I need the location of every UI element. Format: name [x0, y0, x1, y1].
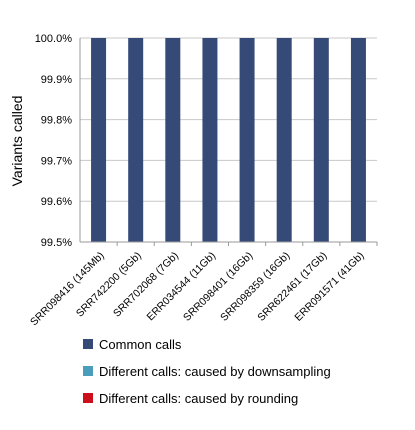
x-tick-label: SRR622461 (17Gb)	[255, 250, 329, 324]
bar-segment-series-0-cat-1	[128, 38, 144, 242]
bar-segment-series-0-cat-7	[350, 38, 366, 242]
bar-segment-series-0-cat-5	[276, 38, 292, 242]
x-tick-label: ERR091571 (41Gb)	[292, 250, 366, 324]
x-tick-label: SRR702068 (7Gb)	[111, 250, 181, 320]
axes	[79, 38, 378, 246]
y-tick-label: 99.8%	[41, 115, 72, 127]
x-tick-label: SRR742200 (5Gb)	[74, 250, 144, 320]
y-tick-label: 99.9%	[41, 74, 72, 86]
bar-segment-series-0-cat-3	[202, 38, 218, 242]
legend-swatch	[83, 339, 93, 349]
legend-label: Different calls: caused by rounding	[99, 391, 298, 406]
legend-label: Different calls: caused by downsampling	[99, 364, 331, 379]
legend: Common calls Different calls: caused by d…	[83, 337, 331, 406]
y-tick-label: 100.0%	[35, 33, 73, 45]
y-tick-label: 99.7%	[41, 155, 72, 167]
legend-label: Common calls	[99, 337, 182, 352]
bar-segment-series-0-cat-0	[91, 38, 107, 242]
gridlines	[80, 37, 377, 243]
bars	[91, 38, 366, 242]
bar-segment-series-0-cat-2	[165, 38, 181, 242]
x-tick-label: SRR098359 (16Gb)	[218, 250, 292, 324]
y-tick-label: 99.5%	[41, 237, 72, 249]
x-tick-labels: SRR098416 (145Mb)SRR742200 (5Gb)SRR70206…	[28, 250, 367, 329]
y-axis-label: Variants called	[9, 96, 25, 187]
x-tick-label: ERR034544 (11Gb)	[144, 250, 218, 324]
legend-swatch	[83, 366, 93, 376]
x-tick-label: SRR098401 (16Gb)	[181, 250, 255, 324]
legend-swatch	[83, 393, 93, 403]
bar-segment-series-0-cat-6	[313, 38, 329, 242]
y-tick-labels: 99.5% 99.6% 99.7% 99.8% 99.9% 100.0%	[35, 33, 73, 249]
y-tick-label: 99.6%	[41, 196, 72, 208]
bar-segment-series-0-cat-4	[239, 38, 255, 242]
